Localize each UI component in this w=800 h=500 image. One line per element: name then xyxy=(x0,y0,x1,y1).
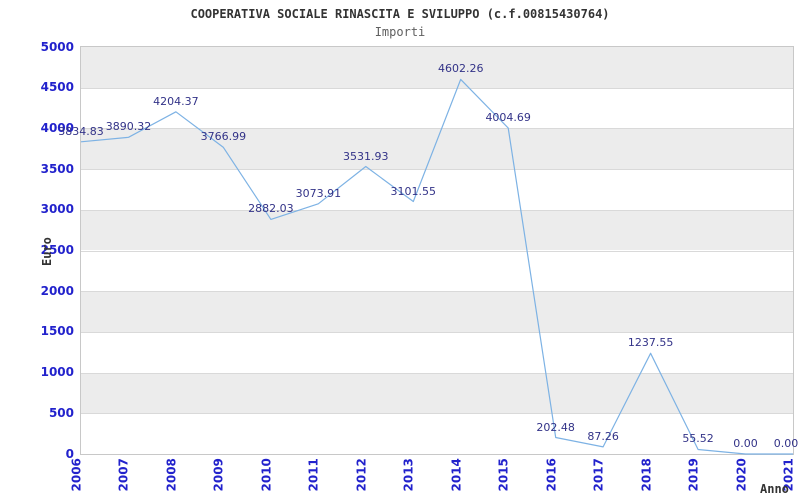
x-axis-tick-label: 2009 xyxy=(211,458,226,492)
x-axis-tick-label: 2020 xyxy=(734,458,749,492)
x-axis-tick-label: 2016 xyxy=(544,458,559,492)
data-point-label: 3101.55 xyxy=(390,184,437,198)
gridline xyxy=(81,291,793,293)
y-axis-tick-label: 0 xyxy=(65,446,74,461)
x-axis-tick-label: 2017 xyxy=(591,458,606,492)
grid-band xyxy=(81,291,793,332)
x-axis-tick-label: 2006 xyxy=(69,458,84,492)
x-axis-title: Anno xyxy=(760,482,789,496)
data-point-label: 87.26 xyxy=(587,429,619,443)
gridline xyxy=(81,331,793,333)
y-axis-tick-label: 500 xyxy=(48,405,74,420)
x-axis-tick-label: 2012 xyxy=(354,458,369,492)
x-axis-tick-label: 2011 xyxy=(306,458,321,492)
gridline xyxy=(81,209,793,211)
gridline xyxy=(81,372,793,374)
chart-subtitle: Importi xyxy=(374,25,426,39)
x-axis-tick-label: 2018 xyxy=(639,458,654,492)
x-axis-tick-label: 2013 xyxy=(401,458,416,492)
data-point-label: 1237.55 xyxy=(627,336,674,350)
grid-band xyxy=(81,250,793,292)
data-point-label: 4204.37 xyxy=(153,94,199,108)
data-point-label: 202.48 xyxy=(536,420,575,434)
gridline xyxy=(81,128,793,130)
data-point-label: 3073.91 xyxy=(295,186,342,200)
grid-band xyxy=(81,209,793,251)
data-point-label: 3890.32 xyxy=(105,120,152,134)
chart-title: COOPERATIVA SOCIALE RINASCITA E SVILUPPO… xyxy=(190,7,610,21)
data-point-label: 3834.83 xyxy=(58,124,104,138)
gridline xyxy=(81,169,793,171)
data-point-label: 0.00 xyxy=(733,437,758,450)
gridline xyxy=(81,413,793,415)
x-axis-tick-label: 2010 xyxy=(259,458,274,492)
y-axis-tick-label: 3500 xyxy=(40,161,74,176)
y-axis-tick-label: 4000 xyxy=(40,120,74,135)
x-axis-tick-label: 2007 xyxy=(116,458,131,492)
x-axis-tick-label: 2008 xyxy=(164,458,179,492)
x-axis-tick-label: 2015 xyxy=(496,458,511,492)
grid-band xyxy=(81,372,793,414)
x-axis-tick-label: 2014 xyxy=(449,458,464,492)
data-point-label: 2882.03 xyxy=(248,202,294,216)
gridline xyxy=(81,250,793,252)
data-point-label: 0.00 xyxy=(773,437,799,450)
y-axis-tick-label: 2000 xyxy=(40,283,74,298)
y-axis-tick-label: 4500 xyxy=(40,80,74,95)
y-axis-title: Euro xyxy=(40,237,54,266)
x-axis-tick-label: 2019 xyxy=(686,458,701,492)
y-axis-tick-label: 2500 xyxy=(40,243,74,257)
data-point-label: 3531.93 xyxy=(343,149,389,163)
data-point-label: 3766.99 xyxy=(200,130,247,144)
y-axis-tick-label: 5000 xyxy=(40,39,74,54)
data-point-label: 4004.69 xyxy=(485,111,531,125)
y-axis-tick-label: 1500 xyxy=(40,324,74,339)
y-axis-tick-label: 1000 xyxy=(40,365,74,380)
y-axis-tick-label: 3000 xyxy=(40,202,74,217)
data-point-label: 4602.26 xyxy=(437,62,484,76)
gridline xyxy=(81,87,793,89)
data-point-label: 55.52 xyxy=(682,432,714,446)
